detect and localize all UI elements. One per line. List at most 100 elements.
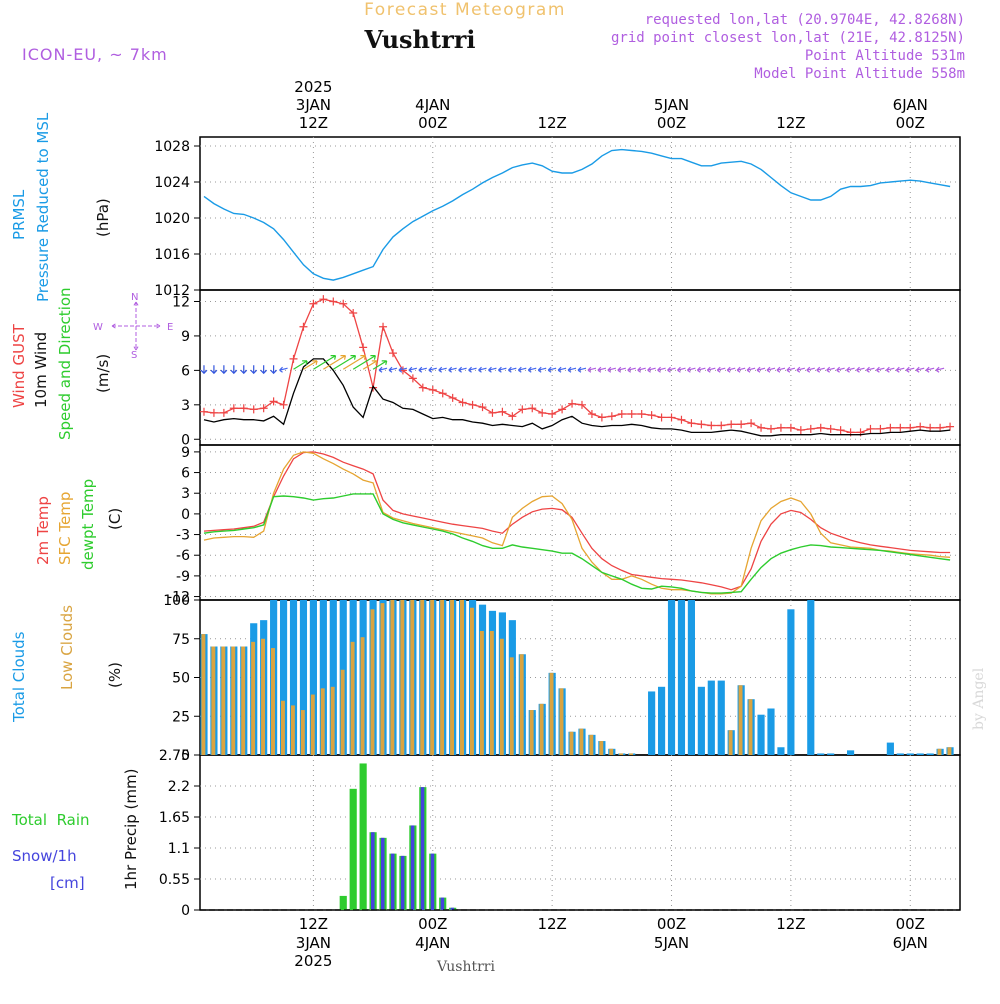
grid-coords: grid point closest lon,lat (21E, 42.8125… xyxy=(611,30,965,46)
gust-marker xyxy=(816,423,825,432)
label-t2m: 2m Temp xyxy=(34,496,52,565)
gust-marker xyxy=(508,412,517,421)
low-cloud-bar xyxy=(241,646,246,755)
gust-line xyxy=(203,298,951,434)
gust-marker xyxy=(836,426,845,435)
bottom-time-label: 3JAN xyxy=(296,934,331,952)
snow-bar xyxy=(440,897,445,910)
low-cloud-bar xyxy=(748,699,753,755)
gust-marker xyxy=(418,383,427,392)
wind-arrow xyxy=(617,366,626,373)
wind-arrow xyxy=(686,366,696,373)
gust-marker xyxy=(319,295,328,304)
total-cloud-bar xyxy=(687,600,695,755)
wind-arrow xyxy=(607,366,616,373)
bottom-time-label: 4JAN xyxy=(415,934,450,952)
gust-marker xyxy=(607,412,616,421)
low-cloud-bar xyxy=(440,600,445,755)
wind-arrow xyxy=(776,366,786,373)
top-time-label: 6JAN xyxy=(893,96,928,114)
gust-marker xyxy=(677,415,686,424)
wind-arrow xyxy=(647,366,656,373)
gust-marker xyxy=(528,404,537,413)
gust-marker xyxy=(428,385,437,394)
low-cloud-bar xyxy=(370,609,375,755)
wind-arrow xyxy=(826,366,835,373)
gust-marker xyxy=(727,420,736,429)
credit-label: by Angel xyxy=(971,667,987,730)
y-tick-label: 0.55 xyxy=(159,872,190,888)
low-cloud-bar xyxy=(400,600,405,755)
wind-arrow xyxy=(726,366,736,373)
total-cloud-bar xyxy=(677,600,686,755)
gust-marker xyxy=(468,400,477,409)
gust-marker xyxy=(359,343,368,352)
label-hpa: (hPa) xyxy=(94,198,112,237)
y-tick-label: 9 xyxy=(181,445,190,461)
subtitle: Forecast Meteogram xyxy=(364,0,566,20)
wind-arrow xyxy=(557,366,567,373)
gust-marker xyxy=(896,423,905,432)
panel-precip: 0 0.55 1.1 1.65 2.2 2.75 xyxy=(159,748,961,919)
gust-marker xyxy=(249,405,258,414)
label-prmsl: PRMSL xyxy=(10,189,28,240)
y-tick-label: 0 xyxy=(181,748,190,764)
total-cloud-bar xyxy=(707,680,715,755)
label-precip: 1hr Precip (mm) xyxy=(122,769,140,890)
label-pct: (%) xyxy=(106,662,124,688)
label-winddir: Speed and Direction xyxy=(56,287,74,440)
gust-marker xyxy=(657,413,666,422)
gust-marker xyxy=(717,421,726,430)
compass-e: E xyxy=(167,322,173,333)
low-cloud-bar xyxy=(569,731,574,755)
y-tick-label: -9 xyxy=(176,569,190,585)
gust-marker xyxy=(866,424,875,433)
compass-arrows xyxy=(111,301,161,351)
y-tick-label: 0 xyxy=(181,507,190,523)
snow-bar xyxy=(450,907,455,910)
wind-arrow xyxy=(418,366,427,373)
total-cloud-bar xyxy=(648,691,656,755)
wind-arrow xyxy=(935,366,945,373)
panel-frame xyxy=(199,754,961,911)
y-tick-label: 25 xyxy=(172,709,190,725)
gust-marker xyxy=(408,374,417,383)
wind-arrow xyxy=(856,366,865,373)
low-cloud-bar xyxy=(609,748,614,755)
label-ms: (m/s) xyxy=(94,354,112,393)
wind-arrow xyxy=(547,366,557,373)
top-time-label: 2025 xyxy=(294,78,332,96)
y-tick-label: 0 xyxy=(181,903,190,919)
wind-arrow xyxy=(786,366,796,373)
bottom-time-label: 12Z xyxy=(776,915,805,933)
wind-arrow xyxy=(895,366,905,373)
gust-marker xyxy=(806,424,815,433)
wind-arrow xyxy=(846,366,855,373)
wind-arrow xyxy=(220,365,228,375)
rain-bar xyxy=(359,763,367,910)
wind-arrow xyxy=(667,366,676,373)
wind-arrow xyxy=(388,366,398,373)
gust-marker xyxy=(209,408,218,417)
gust-marker xyxy=(309,299,318,308)
low-cloud-bar xyxy=(589,734,594,755)
y-tick-label: 2.2 xyxy=(168,779,190,795)
label-gust: Wind GUST xyxy=(10,323,28,408)
label-prmsl2: Pressure Reduced to MSL xyxy=(34,112,52,302)
top-time-label: 3JAN xyxy=(296,96,331,114)
y-tick-label: 75 xyxy=(172,632,190,648)
page-title: Vushtrri xyxy=(364,25,476,54)
gust-marker xyxy=(946,422,955,431)
wind-arrow xyxy=(597,366,607,373)
gust-marker xyxy=(498,407,507,416)
low-cloud-bar xyxy=(499,638,504,755)
gust-marker xyxy=(259,404,268,413)
top-time-label: 00Z xyxy=(896,114,925,132)
low-cloud-bar xyxy=(529,710,534,755)
low-cloud-bar xyxy=(280,700,285,755)
total-cloud-bar xyxy=(817,753,825,755)
gust-marker xyxy=(199,407,208,416)
gust-marker xyxy=(667,413,676,422)
